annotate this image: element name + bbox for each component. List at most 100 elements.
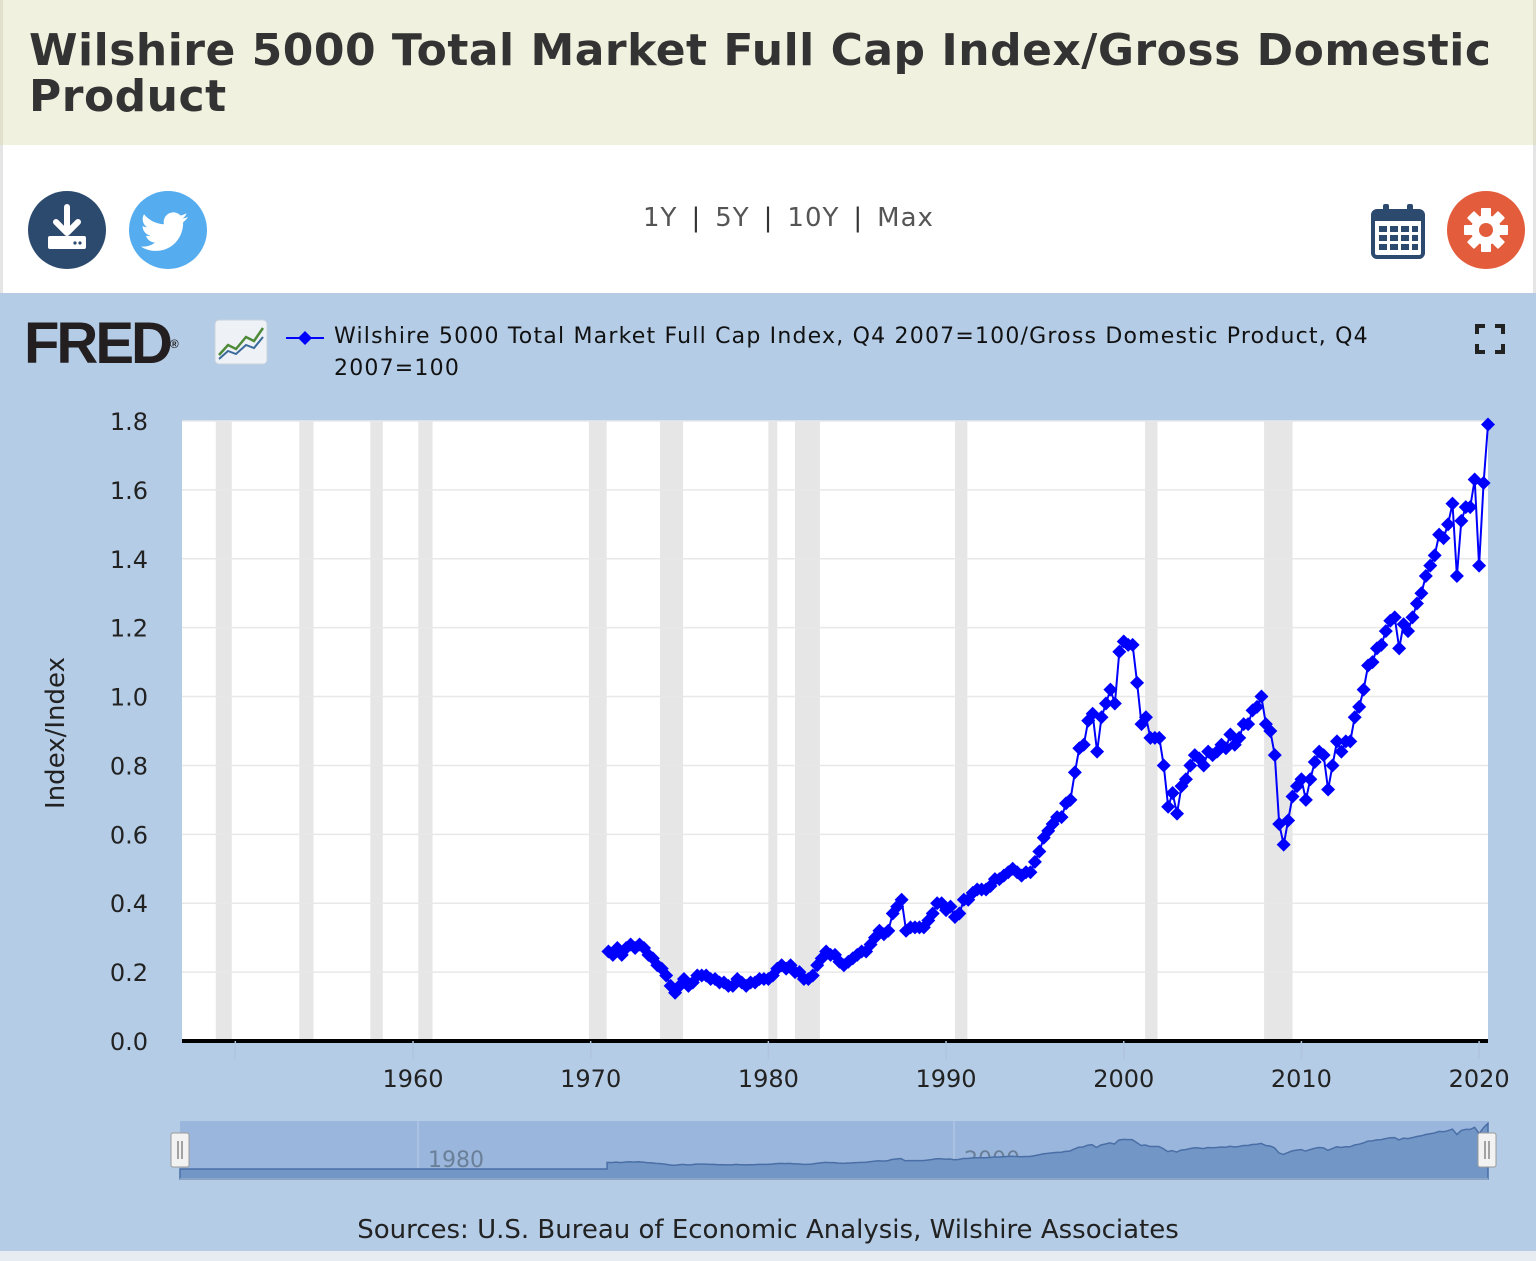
download-button[interactable] [28,191,106,269]
data-point[interactable] [1405,610,1420,625]
data-point[interactable] [1152,730,1167,745]
range-1y[interactable]: 1Y [643,203,678,233]
range-5y[interactable]: 5Y [715,203,750,233]
data-point[interactable] [659,968,674,983]
data-point[interactable] [1365,655,1380,670]
data-point[interactable] [1174,779,1189,794]
data-point[interactable] [1378,624,1393,639]
data-point[interactable] [1090,744,1105,759]
data-point[interactable] [1441,517,1456,532]
data-point[interactable] [1463,500,1478,515]
range-separator: | [691,203,702,233]
x-tick-label: 1970 [560,1065,621,1093]
range-10y[interactable]: 10Y [787,203,840,233]
data-point[interactable] [1303,772,1318,787]
data-point[interactable] [1054,810,1069,825]
data-point[interactable] [1134,717,1149,732]
data-point[interactable] [1352,699,1367,714]
data-point[interactable] [1401,624,1416,639]
data-point[interactable] [1170,806,1185,821]
data-point[interactable] [1343,734,1358,749]
data-point[interactable] [1329,734,1344,749]
data-point[interactable] [1472,558,1487,573]
data-point[interactable] [1027,854,1042,869]
data-point[interactable] [925,906,940,921]
data-point[interactable] [1067,765,1082,780]
data-point[interactable] [1392,641,1407,656]
data-point[interactable] [1165,786,1180,800]
data-point[interactable] [1449,569,1464,583]
range-max[interactable]: Max [877,203,934,233]
main-chart[interactable]: 0.0 0.2 0.4 0.6 0.8 1.0 1.2 1.4 1.6 1.8 1960 1970 1… [0,293,1536,1193]
data-point[interactable] [1098,696,1113,711]
data-point[interactable] [1205,748,1220,763]
data-point[interactable] [805,968,820,983]
range-navigator[interactable]: 1980 2000 [170,1121,1500,1191]
fullscreen-icon[interactable] [1474,323,1506,355]
navigator-right-handle[interactable] [1477,1132,1497,1168]
data-point[interactable] [1414,586,1429,601]
y-tick-label: 1.2 [110,615,148,643]
data-point[interactable] [1294,772,1309,787]
data-point[interactable] [1076,737,1091,752]
data-point[interactable] [1289,779,1304,794]
data-point[interactable] [1432,527,1447,542]
data-point[interactable] [1210,744,1225,759]
data-point[interactable] [1196,758,1211,773]
data-point[interactable] [943,899,958,914]
data-point[interactable] [1285,789,1300,804]
data-point[interactable] [894,892,909,907]
data-point[interactable] [1094,710,1109,725]
data-point[interactable] [1476,476,1491,490]
data-point[interactable] [1387,610,1402,625]
data-point[interactable] [1267,748,1282,763]
data-point[interactable] [1178,772,1193,787]
toolbar: 1Y | 5Y | 10Y | Max [0,145,1536,293]
data-point[interactable] [1436,531,1451,546]
data-point[interactable] [1307,755,1322,769]
data-point[interactable] [1374,637,1389,652]
data-point[interactable] [1427,548,1442,563]
data-point[interactable] [952,906,967,921]
data-point[interactable] [1138,710,1153,725]
data-point[interactable] [1347,710,1362,725]
data-point[interactable] [1023,865,1038,880]
data-point[interactable] [1161,799,1176,814]
data-point[interactable] [1241,717,1256,732]
data-point[interactable] [1107,696,1122,711]
data-point[interactable] [1263,724,1278,738]
data-point[interactable] [1276,837,1291,852]
data-point[interactable] [1454,513,1469,528]
data-point[interactable] [1298,792,1313,807]
data-point[interactable] [1316,748,1331,763]
data-point[interactable] [1423,558,1438,573]
data-point[interactable] [1481,417,1495,432]
data-point[interactable] [881,923,896,938]
data-point[interactable] [1325,758,1340,773]
y-tick-label: 0.0 [110,1028,148,1056]
data-point[interactable] [1281,813,1296,828]
data-point[interactable] [1103,682,1118,697]
data-point[interactable] [1130,675,1145,690]
twitter-button[interactable] [129,191,207,269]
data-point[interactable] [1063,792,1078,807]
data-point[interactable] [1254,689,1269,704]
settings-button[interactable] [1447,191,1525,269]
data-point[interactable] [1445,496,1460,511]
data-point[interactable] [1418,569,1433,583]
data-point[interactable] [1112,644,1127,659]
data-point[interactable] [1250,699,1265,714]
navigator-left-handle[interactable] [170,1132,190,1168]
data-point[interactable] [1232,730,1247,745]
data-point[interactable] [1125,637,1140,652]
data-point[interactable] [1334,744,1349,759]
data-point[interactable] [1356,682,1371,697]
calendar-button[interactable] [1371,203,1425,259]
data-point[interactable] [1156,758,1171,773]
data-point[interactable] [1081,713,1096,728]
x-tick-label: 1980 [738,1065,799,1093]
data-point[interactable] [1183,758,1198,773]
data-point[interactable] [1032,844,1047,859]
data-point[interactable] [1409,596,1424,611]
data-point[interactable] [1321,782,1336,797]
